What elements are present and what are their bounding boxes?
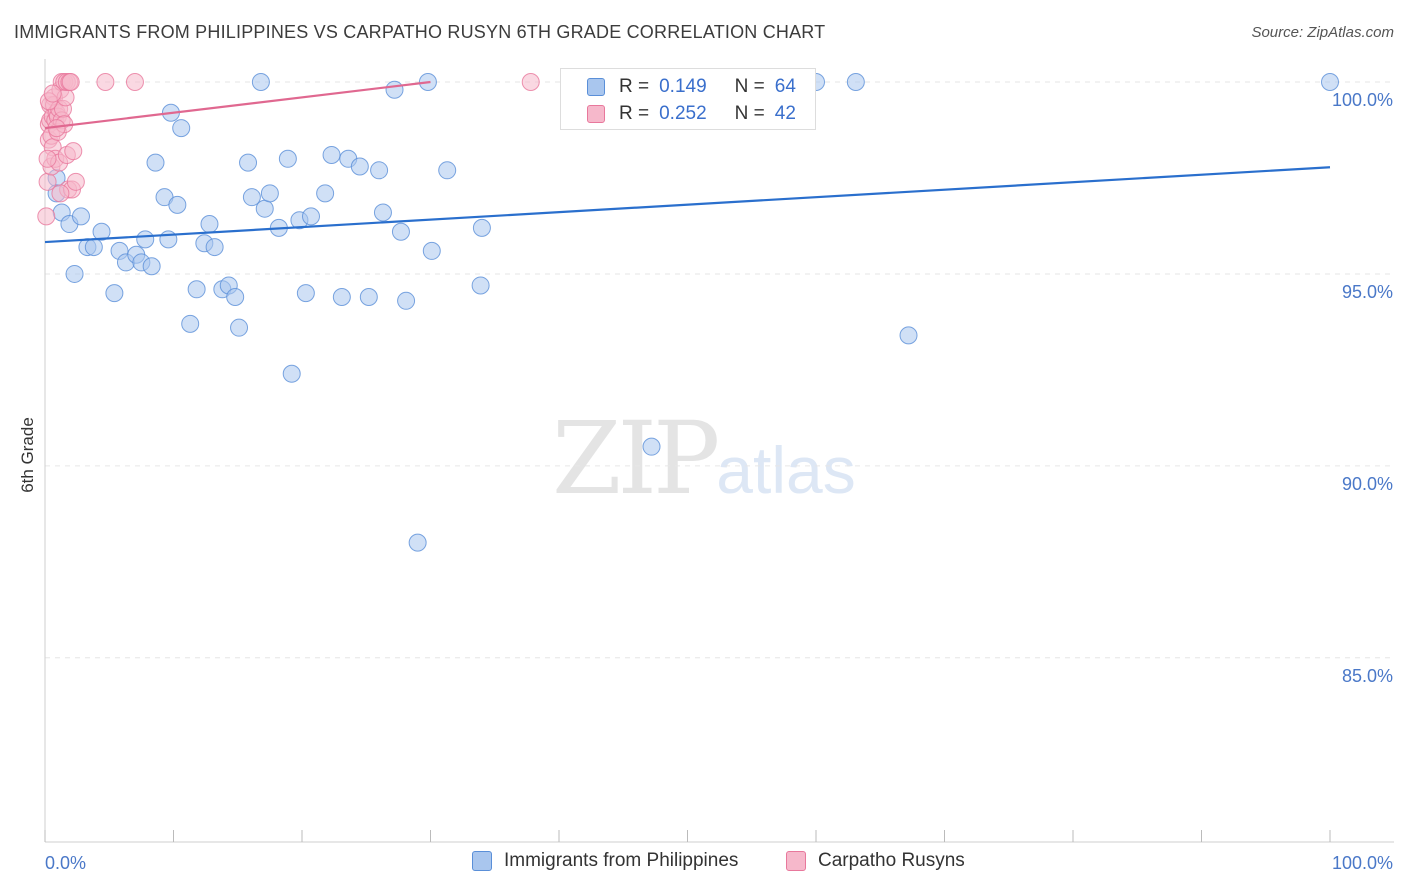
- carpatho-point: [125, 73, 144, 92]
- n-value: 42: [774, 103, 796, 124]
- philippines-point: [282, 364, 301, 383]
- y-tick-label: 85.0%: [1342, 666, 1393, 686]
- philippines-point: [172, 119, 191, 138]
- watermark-zip: ZIP: [552, 400, 720, 517]
- n-value: 64: [774, 76, 796, 97]
- philippines-point: [642, 437, 661, 456]
- philippines-point: [92, 222, 111, 241]
- carpatho-legend-swatch: [786, 851, 806, 871]
- philippines-point: [71, 207, 90, 226]
- philippines-point: [251, 73, 270, 92]
- philippines-point: [422, 241, 441, 260]
- x-tick-label: 100.0%: [1332, 853, 1393, 873]
- carpatho-point: [96, 73, 115, 92]
- philippines-point: [316, 184, 335, 203]
- r-value: 0.149: [659, 76, 707, 97]
- watermark: ZIPatlas: [552, 400, 856, 517]
- legend-label-philippines: Immigrants from Philippines: [504, 850, 739, 871]
- philippines-point: [159, 230, 178, 249]
- philippines-point: [846, 73, 865, 92]
- r-label: R =: [619, 103, 650, 124]
- carpatho-point: [38, 149, 57, 168]
- chart-title: IMMIGRANTS FROM PHILIPPINES VS CARPATHO …: [14, 22, 826, 42]
- philippines-point: [301, 207, 320, 226]
- philippines-point: [373, 203, 392, 222]
- philippines-point: [242, 188, 261, 207]
- philippines-swatch: [587, 78, 605, 96]
- r-label: R =: [619, 76, 650, 97]
- philippines-point: [239, 153, 258, 172]
- x-tick-label: 0.0%: [45, 853, 86, 873]
- legend-row-philippines: R = 0.149 N = 64: [587, 75, 796, 99]
- philippines-point: [350, 157, 369, 176]
- philippines-point: [391, 222, 410, 241]
- philippines-point: [296, 284, 315, 303]
- philippines-point: [359, 287, 378, 306]
- carpatho-point: [43, 84, 62, 103]
- philippines-point: [200, 215, 219, 234]
- philippines-point: [322, 145, 341, 164]
- philippines-point: [332, 287, 351, 306]
- philippines-point: [408, 533, 427, 552]
- philippines-point: [438, 161, 457, 180]
- philippines-point: [84, 238, 103, 257]
- series-legend: Immigrants from Philippines Carpatho Rus…: [0, 850, 1406, 878]
- philippines-point: [168, 195, 187, 214]
- philippines-point: [472, 218, 491, 237]
- y-tick-label: 95.0%: [1342, 282, 1393, 302]
- legend-item-carpatho[interactable]: Carpatho Rusyns: [786, 850, 965, 872]
- carpatho-point: [37, 207, 56, 226]
- philippines-point: [278, 149, 297, 168]
- correlation-legend: R = 0.149 N = 64 R = 0.252 N = 42: [560, 68, 816, 130]
- n-label: N =: [734, 103, 765, 124]
- carpatho-point: [64, 142, 83, 161]
- philippines-point: [136, 230, 155, 249]
- philippines-point: [260, 184, 279, 203]
- carpatho-swatch: [587, 105, 605, 123]
- carpatho-trend-line: [44, 80, 431, 130]
- watermark-atlas: atlas: [716, 433, 856, 507]
- philippines-point: [146, 153, 165, 172]
- philippines-point: [397, 291, 416, 310]
- philippines-point: [370, 161, 389, 180]
- y-tick-label: 100.0%: [1332, 90, 1393, 110]
- legend-row-carpatho: R = 0.252 N = 42: [587, 102, 796, 126]
- philippines-point: [471, 276, 490, 295]
- y-tick-label: 90.0%: [1342, 474, 1393, 494]
- r-value: 0.252: [659, 103, 707, 124]
- carpatho-point: [521, 73, 540, 92]
- philippines-point: [1321, 73, 1339, 92]
- philippines-point: [255, 199, 274, 218]
- philippines-point: [230, 318, 249, 337]
- legend-item-philippines[interactable]: Immigrants from Philippines: [472, 850, 738, 872]
- philippines-point: [142, 257, 161, 276]
- philippines-trend-line: [44, 166, 1331, 244]
- philippines-point: [181, 314, 200, 333]
- n-label: N =: [734, 76, 765, 97]
- philippines-point: [105, 284, 124, 303]
- philippines-legend-swatch: [472, 851, 492, 871]
- philippines-point: [187, 280, 206, 299]
- philippines-point: [205, 238, 224, 257]
- carpatho-point: [66, 172, 85, 191]
- legend-label-carpatho: Carpatho Rusyns: [818, 850, 965, 871]
- source-label: Source: ZipAtlas.com: [1251, 24, 1394, 41]
- carpatho-point: [51, 184, 70, 203]
- philippines-point: [226, 287, 245, 306]
- philippines-point: [385, 80, 404, 99]
- philippines-point: [899, 326, 918, 345]
- carpatho-point: [61, 73, 80, 92]
- philippines-point: [65, 264, 84, 283]
